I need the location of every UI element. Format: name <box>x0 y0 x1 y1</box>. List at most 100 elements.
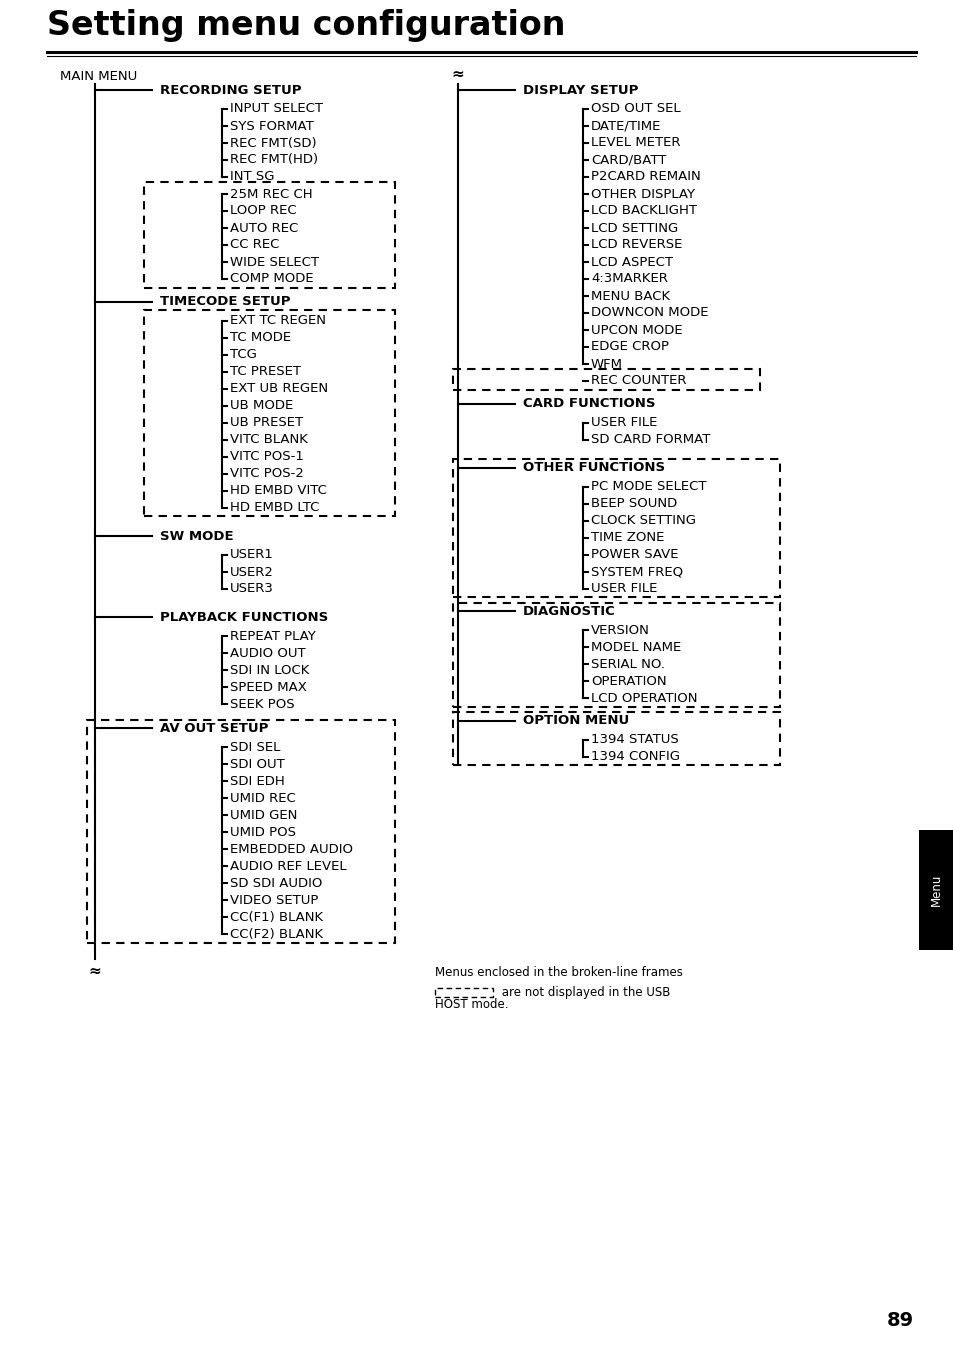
Text: WFM: WFM <box>590 357 622 371</box>
Text: 1394 STATUS: 1394 STATUS <box>590 734 678 746</box>
Text: UMID REC: UMID REC <box>230 792 295 804</box>
Text: Menu: Menu <box>928 873 942 906</box>
Bar <box>453 712 780 765</box>
Text: SD SDI AUDIO: SD SDI AUDIO <box>230 877 322 890</box>
Text: AUDIO OUT: AUDIO OUT <box>230 647 305 659</box>
Text: Menus enclosed in the broken-line frames: Menus enclosed in the broken-line frames <box>435 967 682 979</box>
Text: USER FILE: USER FILE <box>590 582 657 596</box>
Text: are not displayed in the USB: are not displayed in the USB <box>497 987 670 999</box>
Text: OPTION MENU: OPTION MENU <box>522 714 629 727</box>
Text: REPEAT PLAY: REPEAT PLAY <box>230 630 315 643</box>
Text: DATE/TIME: DATE/TIME <box>590 119 660 133</box>
Text: HD EMBD VITC: HD EMBD VITC <box>230 483 327 497</box>
Text: DOWNCON MODE: DOWNCON MODE <box>590 306 708 320</box>
Text: UB MODE: UB MODE <box>230 399 293 412</box>
Text: LOOP REC: LOOP REC <box>230 204 296 218</box>
Text: 89: 89 <box>885 1311 913 1330</box>
Text: BEEP SOUND: BEEP SOUND <box>590 497 677 510</box>
Text: RECORDING SETUP: RECORDING SETUP <box>160 84 301 96</box>
Text: UPCON MODE: UPCON MODE <box>590 324 682 337</box>
Text: LCD BACKLIGHT: LCD BACKLIGHT <box>590 204 697 218</box>
Text: REC FMT(SD): REC FMT(SD) <box>230 137 316 149</box>
Text: USER FILE: USER FILE <box>590 416 657 429</box>
Text: SDI OUT: SDI OUT <box>230 758 284 770</box>
Text: VIDEO SETUP: VIDEO SETUP <box>230 894 318 907</box>
Text: REC COUNTER: REC COUNTER <box>590 375 686 387</box>
Text: AUDIO REF LEVEL: AUDIO REF LEVEL <box>230 860 346 873</box>
Text: SPEED MAX: SPEED MAX <box>230 681 307 693</box>
Text: CARD/BATT: CARD/BATT <box>590 153 666 167</box>
Text: OTHER DISPLAY: OTHER DISPLAY <box>590 187 695 200</box>
Text: USER2: USER2 <box>230 566 274 578</box>
Text: POWER SAVE: POWER SAVE <box>590 548 678 561</box>
Text: EXT TC REGEN: EXT TC REGEN <box>230 314 326 328</box>
Text: EXT UB REGEN: EXT UB REGEN <box>230 382 328 395</box>
Text: TIME ZONE: TIME ZONE <box>590 531 663 544</box>
Text: UMID POS: UMID POS <box>230 826 295 839</box>
Bar <box>453 370 760 390</box>
Text: TC PRESET: TC PRESET <box>230 366 301 378</box>
Text: CARD FUNCTIONS: CARD FUNCTIONS <box>522 397 655 410</box>
Text: P2CARD REMAIN: P2CARD REMAIN <box>590 171 700 184</box>
Text: CC REC: CC REC <box>230 238 279 252</box>
Text: CC(F2) BLANK: CC(F2) BLANK <box>230 927 323 941</box>
Text: PC MODE SELECT: PC MODE SELECT <box>590 481 706 493</box>
Text: VITC POS-2: VITC POS-2 <box>230 467 304 481</box>
Text: 1394 CONFIG: 1394 CONFIG <box>590 750 679 764</box>
Text: AV OUT SETUP: AV OUT SETUP <box>160 722 268 735</box>
Text: TC MODE: TC MODE <box>230 330 291 344</box>
Text: SDI SEL: SDI SEL <box>230 741 280 754</box>
Text: TIMECODE SETUP: TIMECODE SETUP <box>160 295 291 307</box>
Text: OSD OUT SEL: OSD OUT SEL <box>590 103 679 115</box>
Text: SDI IN LOCK: SDI IN LOCK <box>230 663 309 677</box>
Text: 25M REC CH: 25M REC CH <box>230 187 313 200</box>
Bar <box>918 830 953 951</box>
Text: LCD SETTING: LCD SETTING <box>590 222 678 234</box>
Text: LCD REVERSE: LCD REVERSE <box>590 238 681 252</box>
Text: LCD OPERATION: LCD OPERATION <box>590 692 697 704</box>
Text: MODEL NAME: MODEL NAME <box>590 640 680 654</box>
Text: SW MODE: SW MODE <box>160 529 233 543</box>
Text: USER1: USER1 <box>230 548 274 562</box>
Bar <box>144 181 395 287</box>
Text: ≈: ≈ <box>89 964 101 979</box>
Bar <box>453 603 780 707</box>
Text: MENU BACK: MENU BACK <box>590 290 669 302</box>
Text: DISPLAY SETUP: DISPLAY SETUP <box>522 84 638 96</box>
Text: VITC POS-1: VITC POS-1 <box>230 450 304 463</box>
Text: EDGE CROP: EDGE CROP <box>590 340 668 353</box>
Text: VITC BLANK: VITC BLANK <box>230 433 308 445</box>
Text: HOST mode.: HOST mode. <box>435 998 508 1011</box>
Bar <box>144 310 395 516</box>
Text: DIAGNOSTIC: DIAGNOSTIC <box>522 605 615 617</box>
Text: AUTO REC: AUTO REC <box>230 222 298 234</box>
Text: SDI EDH: SDI EDH <box>230 774 284 788</box>
Text: SERIAL NO.: SERIAL NO. <box>590 658 664 670</box>
Text: LCD ASPECT: LCD ASPECT <box>590 256 672 268</box>
Text: WIDE SELECT: WIDE SELECT <box>230 256 318 268</box>
Text: OTHER FUNCTIONS: OTHER FUNCTIONS <box>522 462 664 474</box>
Bar <box>453 459 780 597</box>
Text: SYSTEM FREQ: SYSTEM FREQ <box>590 565 682 578</box>
Text: UMID GEN: UMID GEN <box>230 808 297 822</box>
Text: INPUT SELECT: INPUT SELECT <box>230 103 323 115</box>
Text: HD EMBD LTC: HD EMBD LTC <box>230 501 319 515</box>
Text: MAIN MENU: MAIN MENU <box>60 69 137 83</box>
Text: CC(F1) BLANK: CC(F1) BLANK <box>230 911 323 923</box>
Text: Setting menu configuration: Setting menu configuration <box>47 9 565 42</box>
Text: SEEK POS: SEEK POS <box>230 697 294 711</box>
Text: TCG: TCG <box>230 348 256 362</box>
Text: SD CARD FORMAT: SD CARD FORMAT <box>590 433 710 445</box>
Bar <box>87 720 395 942</box>
Text: OPERATION: OPERATION <box>590 674 666 688</box>
Text: LEVEL METER: LEVEL METER <box>590 137 679 149</box>
Text: UB PRESET: UB PRESET <box>230 416 303 429</box>
Text: COMP MODE: COMP MODE <box>230 272 314 286</box>
Text: SYS FORMAT: SYS FORMAT <box>230 119 314 133</box>
Text: USER3: USER3 <box>230 582 274 596</box>
Text: INT SG: INT SG <box>230 171 274 184</box>
Text: REC FMT(HD): REC FMT(HD) <box>230 153 317 167</box>
Text: CLOCK SETTING: CLOCK SETTING <box>590 515 696 527</box>
Bar <box>435 988 493 997</box>
Text: PLAYBACK FUNCTIONS: PLAYBACK FUNCTIONS <box>160 611 328 624</box>
